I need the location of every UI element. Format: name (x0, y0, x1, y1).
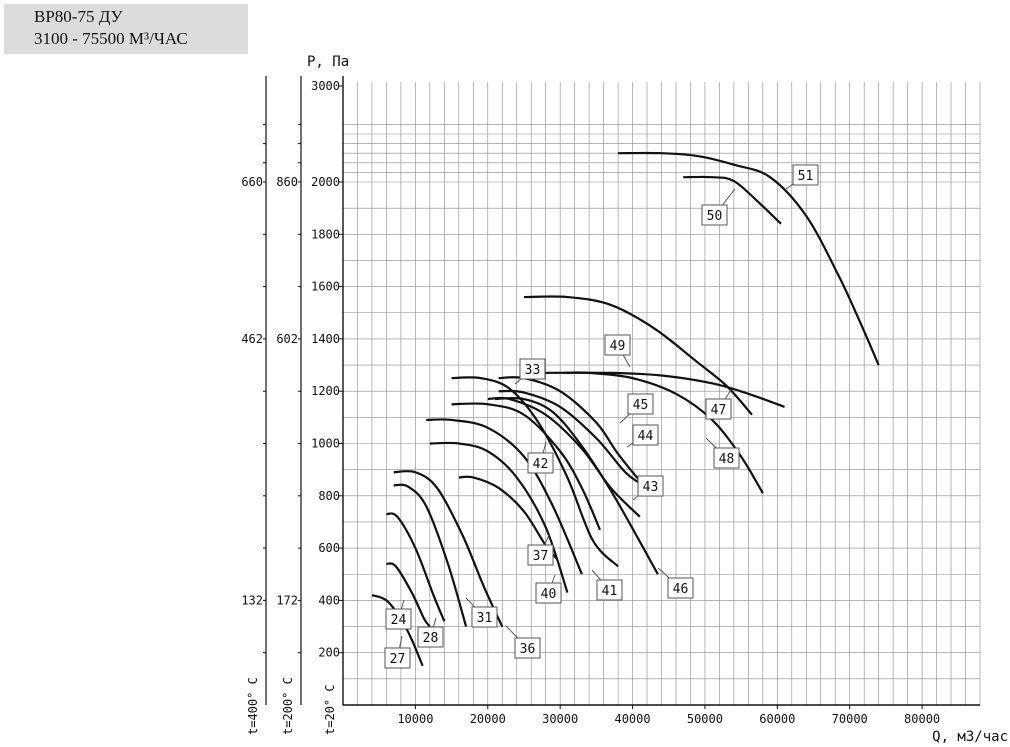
callout-box (627, 393, 654, 415)
axis-label-t400: t=400° C (246, 677, 260, 735)
y-tick-label: 2000 (311, 175, 340, 189)
callout-box (385, 608, 412, 630)
curve-24 (386, 562, 431, 628)
callout-label: 28 (423, 631, 439, 646)
callout-label: 41 (602, 584, 618, 599)
callout-box (632, 424, 659, 446)
callout-box (527, 544, 554, 566)
callout-label: 40 (541, 587, 557, 602)
curve-31 (393, 483, 468, 627)
curve-40 (429, 441, 569, 593)
y-tick-label: 600 (318, 541, 340, 555)
callout-box (596, 579, 623, 601)
callout-box (417, 626, 444, 648)
secondary-tick-label: 172 (276, 593, 298, 607)
callout-box (471, 606, 498, 628)
callout-box (701, 204, 728, 226)
axis-label-t200: t=200° C (281, 677, 295, 735)
y-tick-label: 1600 (311, 280, 340, 294)
chart-header: ВР80-75 ДУ 3100 - 75500 М³/ЧАС (4, 4, 248, 54)
callout-label: 46 (673, 582, 689, 597)
callout-box (519, 358, 546, 380)
y-tick-label: 200 (318, 646, 340, 660)
callout-box (792, 164, 819, 186)
x-tick-label: 60000 (759, 712, 795, 726)
y-tick-label: 1400 (311, 332, 340, 346)
curve-51 (683, 175, 782, 225)
callout-box (604, 334, 631, 356)
curve-50 (618, 151, 880, 366)
curve-36 (393, 470, 504, 628)
callout-label: 48 (719, 452, 735, 467)
callout-box (514, 637, 541, 659)
curve-44 (498, 389, 645, 487)
fan-model-label: ВР80-75 ДУ (34, 7, 123, 26)
callout-label: 24 (391, 613, 407, 628)
curve-47 (563, 371, 764, 494)
secondary-tick-label: 660 (241, 175, 263, 189)
callout-box (705, 398, 732, 420)
callouts: 24 27 28 31 36 37 40 41 46 42 33 43 44 45 49 47 48 50 51 (384, 164, 819, 669)
x-tick-label: 80000 (904, 712, 940, 726)
callout-label: 44 (638, 429, 654, 444)
callout-label: 45 (633, 398, 649, 413)
x-tick-label: 10000 (397, 712, 433, 726)
callout-label: 51 (798, 169, 814, 184)
callout-label: 36 (520, 642, 536, 657)
secondary-tick-label: 462 (241, 332, 263, 346)
x-axis-title: Q, м3/час (932, 729, 1008, 745)
callout-box (535, 582, 562, 604)
callout-box (384, 647, 411, 669)
curve-41 (426, 418, 583, 575)
curve-33 (451, 376, 619, 568)
x-tick-label: 70000 (832, 712, 868, 726)
curve-46 (494, 396, 659, 575)
y-tick-label: 3000 (311, 79, 340, 93)
secondary-tick-label: 602 (276, 332, 298, 346)
curve-48 (538, 371, 785, 408)
flow-range-label: 3100 - 75500 М³/ЧАС (34, 29, 188, 48)
axis-label-t20: t=20° C (323, 684, 337, 735)
curve-28 (386, 512, 446, 622)
y-tick-label: 1800 (311, 227, 340, 241)
x-tick-label: 30000 (542, 712, 578, 726)
callout-label: 31 (477, 611, 493, 626)
y-tick-label: 400 (318, 593, 340, 607)
callout-label: 27 (390, 652, 406, 667)
callout-box (713, 447, 740, 469)
x-tick-label: 50000 (687, 712, 723, 726)
callout-label: 33 (525, 363, 541, 378)
curve-49 (523, 295, 753, 416)
x-tick-label: 40000 (614, 712, 650, 726)
y-axis-title: P, Па (307, 54, 349, 70)
secondary-tick-label: 860 (276, 175, 298, 189)
callout-label: 43 (643, 480, 659, 495)
x-tick-label: 20000 (470, 712, 506, 726)
curves (371, 151, 880, 667)
callout-box (527, 452, 554, 474)
callout-label: 37 (533, 549, 549, 564)
grid (343, 82, 981, 705)
y-tick-label: 1200 (311, 384, 340, 398)
y-tick-label: 1000 (311, 437, 340, 451)
y-tick-label: 800 (318, 489, 340, 503)
callout-label: 49 (610, 339, 626, 354)
callout-label: 50 (707, 209, 723, 224)
axes: 200 400 600 800 1000 1200 1400 1600 1800 2000 3000… (241, 54, 1008, 745)
callout-label: 47 (711, 403, 727, 418)
callout-box (667, 577, 694, 599)
callout-box (637, 475, 664, 497)
secondary-tick-label: 132 (241, 593, 263, 607)
callout-label: 42 (533, 457, 549, 472)
